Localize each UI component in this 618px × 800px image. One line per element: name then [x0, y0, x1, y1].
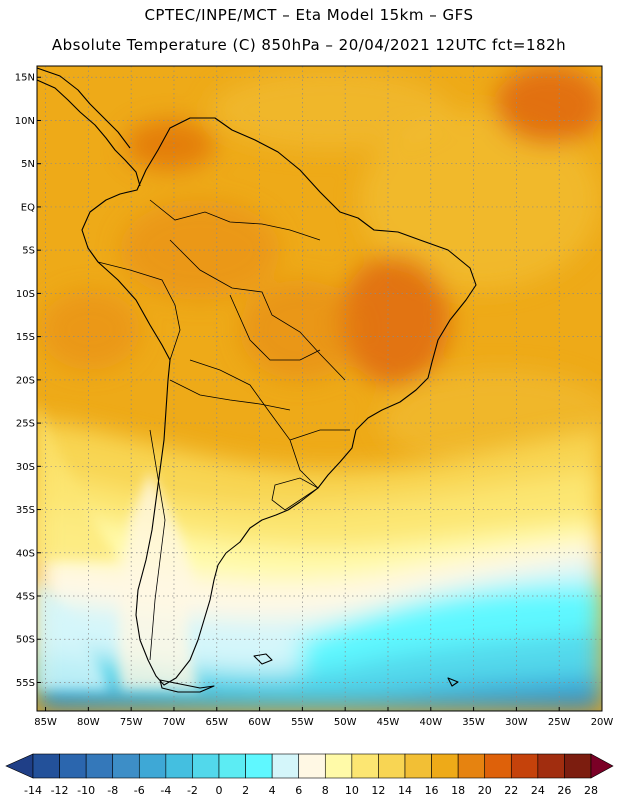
- lat-label: 15S: [16, 332, 35, 343]
- lon-label: 45W: [377, 717, 400, 728]
- colorbar-swatch: [351, 753, 379, 779]
- longitude-labels: 85W 80W 75W 70W 65W 60W 55W 50W 45W 40W 35W 30W 25W 2…: [34, 707, 613, 728]
- lon-label: 65W: [205, 717, 228, 728]
- field-warm-patches: [40, 66, 602, 470]
- colorbar-tick-label: -4: [160, 784, 171, 797]
- colorbar-tick-label: 24: [531, 784, 545, 797]
- colorbar-tick-label: 20: [478, 784, 492, 797]
- central-america-coastline: [36, 79, 141, 187]
- colorbar-swatch: [431, 753, 459, 779]
- colorbar-labels: -14 -12 -10 -8 -6 -4 -2 0 2 4 6 8 10 12 14 16 18 20 22 24 26…: [24, 784, 598, 797]
- colorbar-tick-label: -8: [107, 784, 118, 797]
- lon-label: 85W: [34, 717, 57, 728]
- lon-label: 70W: [163, 717, 186, 728]
- colorbar-swatch: [484, 753, 512, 779]
- lon-label: 80W: [77, 717, 100, 728]
- colorbar-tick-label: -12: [51, 784, 69, 797]
- colorbar-tick-label: 8: [322, 784, 329, 797]
- colorbar-tick-label: 0: [216, 784, 223, 797]
- colorbar-tick-label: 28: [584, 784, 598, 797]
- colorbar-swatch: [59, 753, 87, 779]
- colorbar-max-arrow: [590, 753, 614, 779]
- lat-label: 50S: [16, 635, 35, 646]
- colorbar-tick-label: -14: [24, 784, 42, 797]
- colorbar-swatch: [165, 753, 193, 779]
- colorbar-swatch: [564, 753, 592, 779]
- lat-label: 5N: [21, 159, 35, 170]
- colorbar-tick-label: -10: [77, 784, 95, 797]
- lat-label: EQ: [21, 202, 35, 213]
- colorbar-swatch: [192, 753, 220, 779]
- colorbar-swatch: [537, 753, 565, 779]
- lat-label: 10N: [15, 116, 35, 127]
- colorbar-tick-label: -2: [187, 784, 198, 797]
- lon-label: 60W: [248, 717, 271, 728]
- colorbar-tick-label: -6: [134, 784, 145, 797]
- colorbar-tick-label: 10: [345, 784, 359, 797]
- colorbar-swatch: [271, 753, 300, 779]
- falklands: [253, 653, 273, 665]
- colorbar-tick-label: 4: [269, 784, 276, 797]
- colorbar-tick-label: 12: [371, 784, 385, 797]
- colorbar-swatch: [112, 753, 140, 779]
- colorbar-swatch: [324, 753, 353, 779]
- colorbar-tick-label: 6: [295, 784, 302, 797]
- colorbar-swatch: [298, 753, 326, 779]
- south-georgia: [447, 677, 459, 687]
- latitude-labels: 15N 10N 5N EQ 5S 10S 15S 20S 25S 30S 35S 40S 45S 50S 5…: [15, 73, 41, 689]
- colorbar-swatch: [138, 753, 167, 779]
- map-title-line-2: Absolute Temperature (C) 850hPa – 20/04/…: [51, 36, 567, 54]
- lon-label: 20W: [591, 717, 614, 728]
- colorbar-swatch: [404, 753, 432, 779]
- colorbar-swatch: [457, 753, 486, 779]
- lat-label: 45S: [16, 592, 35, 603]
- country-borders: [97, 199, 350, 661]
- colorbar-swatch: [510, 753, 539, 779]
- lat-label: 15N: [15, 73, 35, 84]
- temperature-field: [37, 66, 602, 711]
- colorbar-swatch: [32, 753, 60, 779]
- map-frame: [36, 65, 603, 712]
- colorbar-tick-label: 26: [557, 784, 571, 797]
- temperature-map: 15N 10N 5N EQ 5S 10S 15S 20S 25S 30S 35S 40S 45S 50S 5…: [15, 65, 613, 728]
- colorbar-tick-label: 16: [425, 784, 439, 797]
- colorbar-tick-label: 14: [398, 784, 412, 797]
- lat-label: 5S: [22, 246, 35, 257]
- south-america-coastline: [81, 117, 477, 686]
- field-patagonia: [37, 400, 200, 690]
- colorbar: -14 -12 -10 -8 -6 -4 -2 0 2 4 6 8 10 12 14 16 18 20 22 24 26…: [5, 753, 614, 797]
- colorbar-swatch: [245, 753, 273, 779]
- lon-label: 55W: [291, 717, 314, 728]
- coastlines: [36, 67, 477, 693]
- colorbar-swatch: [85, 753, 114, 779]
- lat-label: 35S: [16, 505, 35, 516]
- tierra-del-fuego: [159, 679, 215, 693]
- lon-label: 40W: [419, 717, 442, 728]
- lat-label: 20S: [16, 375, 35, 386]
- lon-label: 25W: [548, 717, 571, 728]
- colorbar-min-arrow: [5, 753, 34, 779]
- caribbean-coastline: [36, 67, 131, 149]
- lat-label: 10S: [16, 289, 35, 300]
- lon-label: 75W: [120, 717, 143, 728]
- lon-label: 30W: [505, 717, 528, 728]
- colorbar-tick-label: 2: [242, 784, 249, 797]
- colorbar-tick-label: 22: [504, 784, 518, 797]
- lat-label: 25S: [16, 419, 35, 430]
- lat-label: 40S: [16, 548, 35, 559]
- colorbar-swatch: [378, 753, 406, 779]
- colorbar-swatch: [218, 753, 246, 779]
- colorbar-swatches: [5, 753, 614, 779]
- lat-label: 55S: [16, 678, 35, 689]
- map-title-line-1: CPTEC/INPE/MCT – Eta Model 15km – GFS: [144, 6, 474, 24]
- colorbar-tick-label: 18: [451, 784, 465, 797]
- lon-label: 50W: [334, 717, 357, 728]
- lon-label: 35W: [462, 717, 485, 728]
- lat-label: 30S: [16, 462, 35, 473]
